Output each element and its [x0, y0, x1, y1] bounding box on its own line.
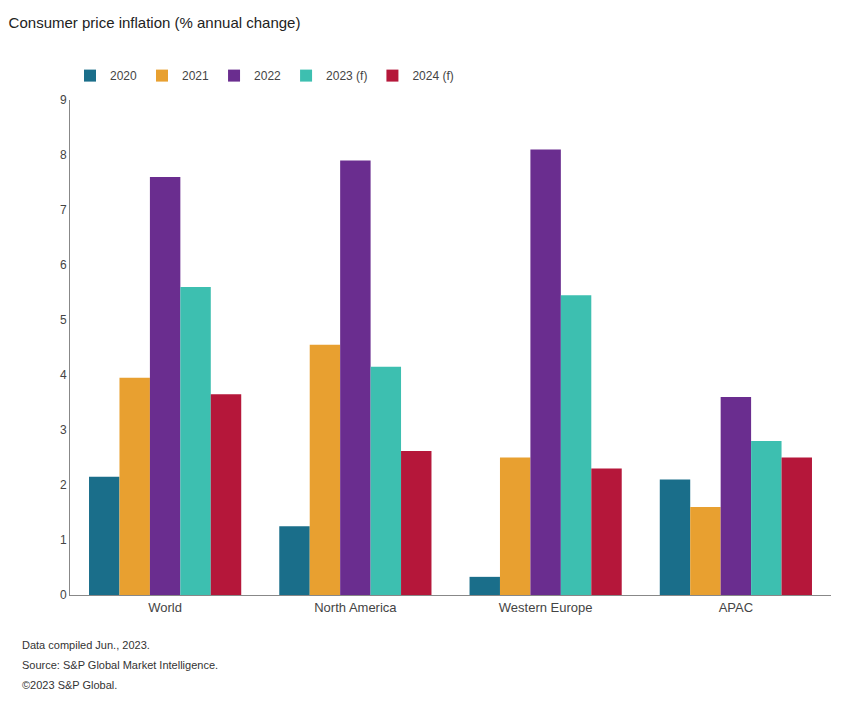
svg-text:World: World: [148, 600, 182, 615]
svg-text:2: 2: [60, 478, 67, 492]
svg-text:Data compiled Jun., 2023.: Data compiled Jun., 2023.: [22, 639, 150, 651]
svg-text:0: 0: [60, 588, 67, 602]
svg-text:2020: 2020: [110, 69, 137, 83]
svg-text:2023 (f): 2023 (f): [326, 69, 367, 83]
svg-text:1: 1: [60, 533, 67, 547]
svg-text:6: 6: [60, 258, 67, 272]
svg-text:4: 4: [60, 368, 67, 382]
svg-text:8: 8: [60, 148, 67, 162]
svg-text:Consumer price inflation (% an: Consumer price inflation (% annual chang…: [9, 14, 301, 31]
svg-text:3: 3: [60, 423, 67, 437]
svg-text:North America: North America: [314, 600, 397, 615]
svg-text:©2023 S&P Global.: ©2023 S&P Global.: [22, 679, 117, 691]
svg-text:APAC: APAC: [719, 600, 753, 615]
svg-text:2021: 2021: [182, 69, 209, 83]
svg-text:9: 9: [60, 93, 67, 107]
svg-text:Source: S&P Global Market Inte: Source: S&P Global Market Intelligence.: [22, 659, 218, 671]
svg-text:2024 (f): 2024 (f): [412, 69, 453, 83]
svg-text:5: 5: [60, 313, 67, 327]
svg-text:7: 7: [60, 203, 67, 217]
svg-text:Western Europe: Western Europe: [499, 600, 593, 615]
svg-text:2022: 2022: [254, 69, 281, 83]
